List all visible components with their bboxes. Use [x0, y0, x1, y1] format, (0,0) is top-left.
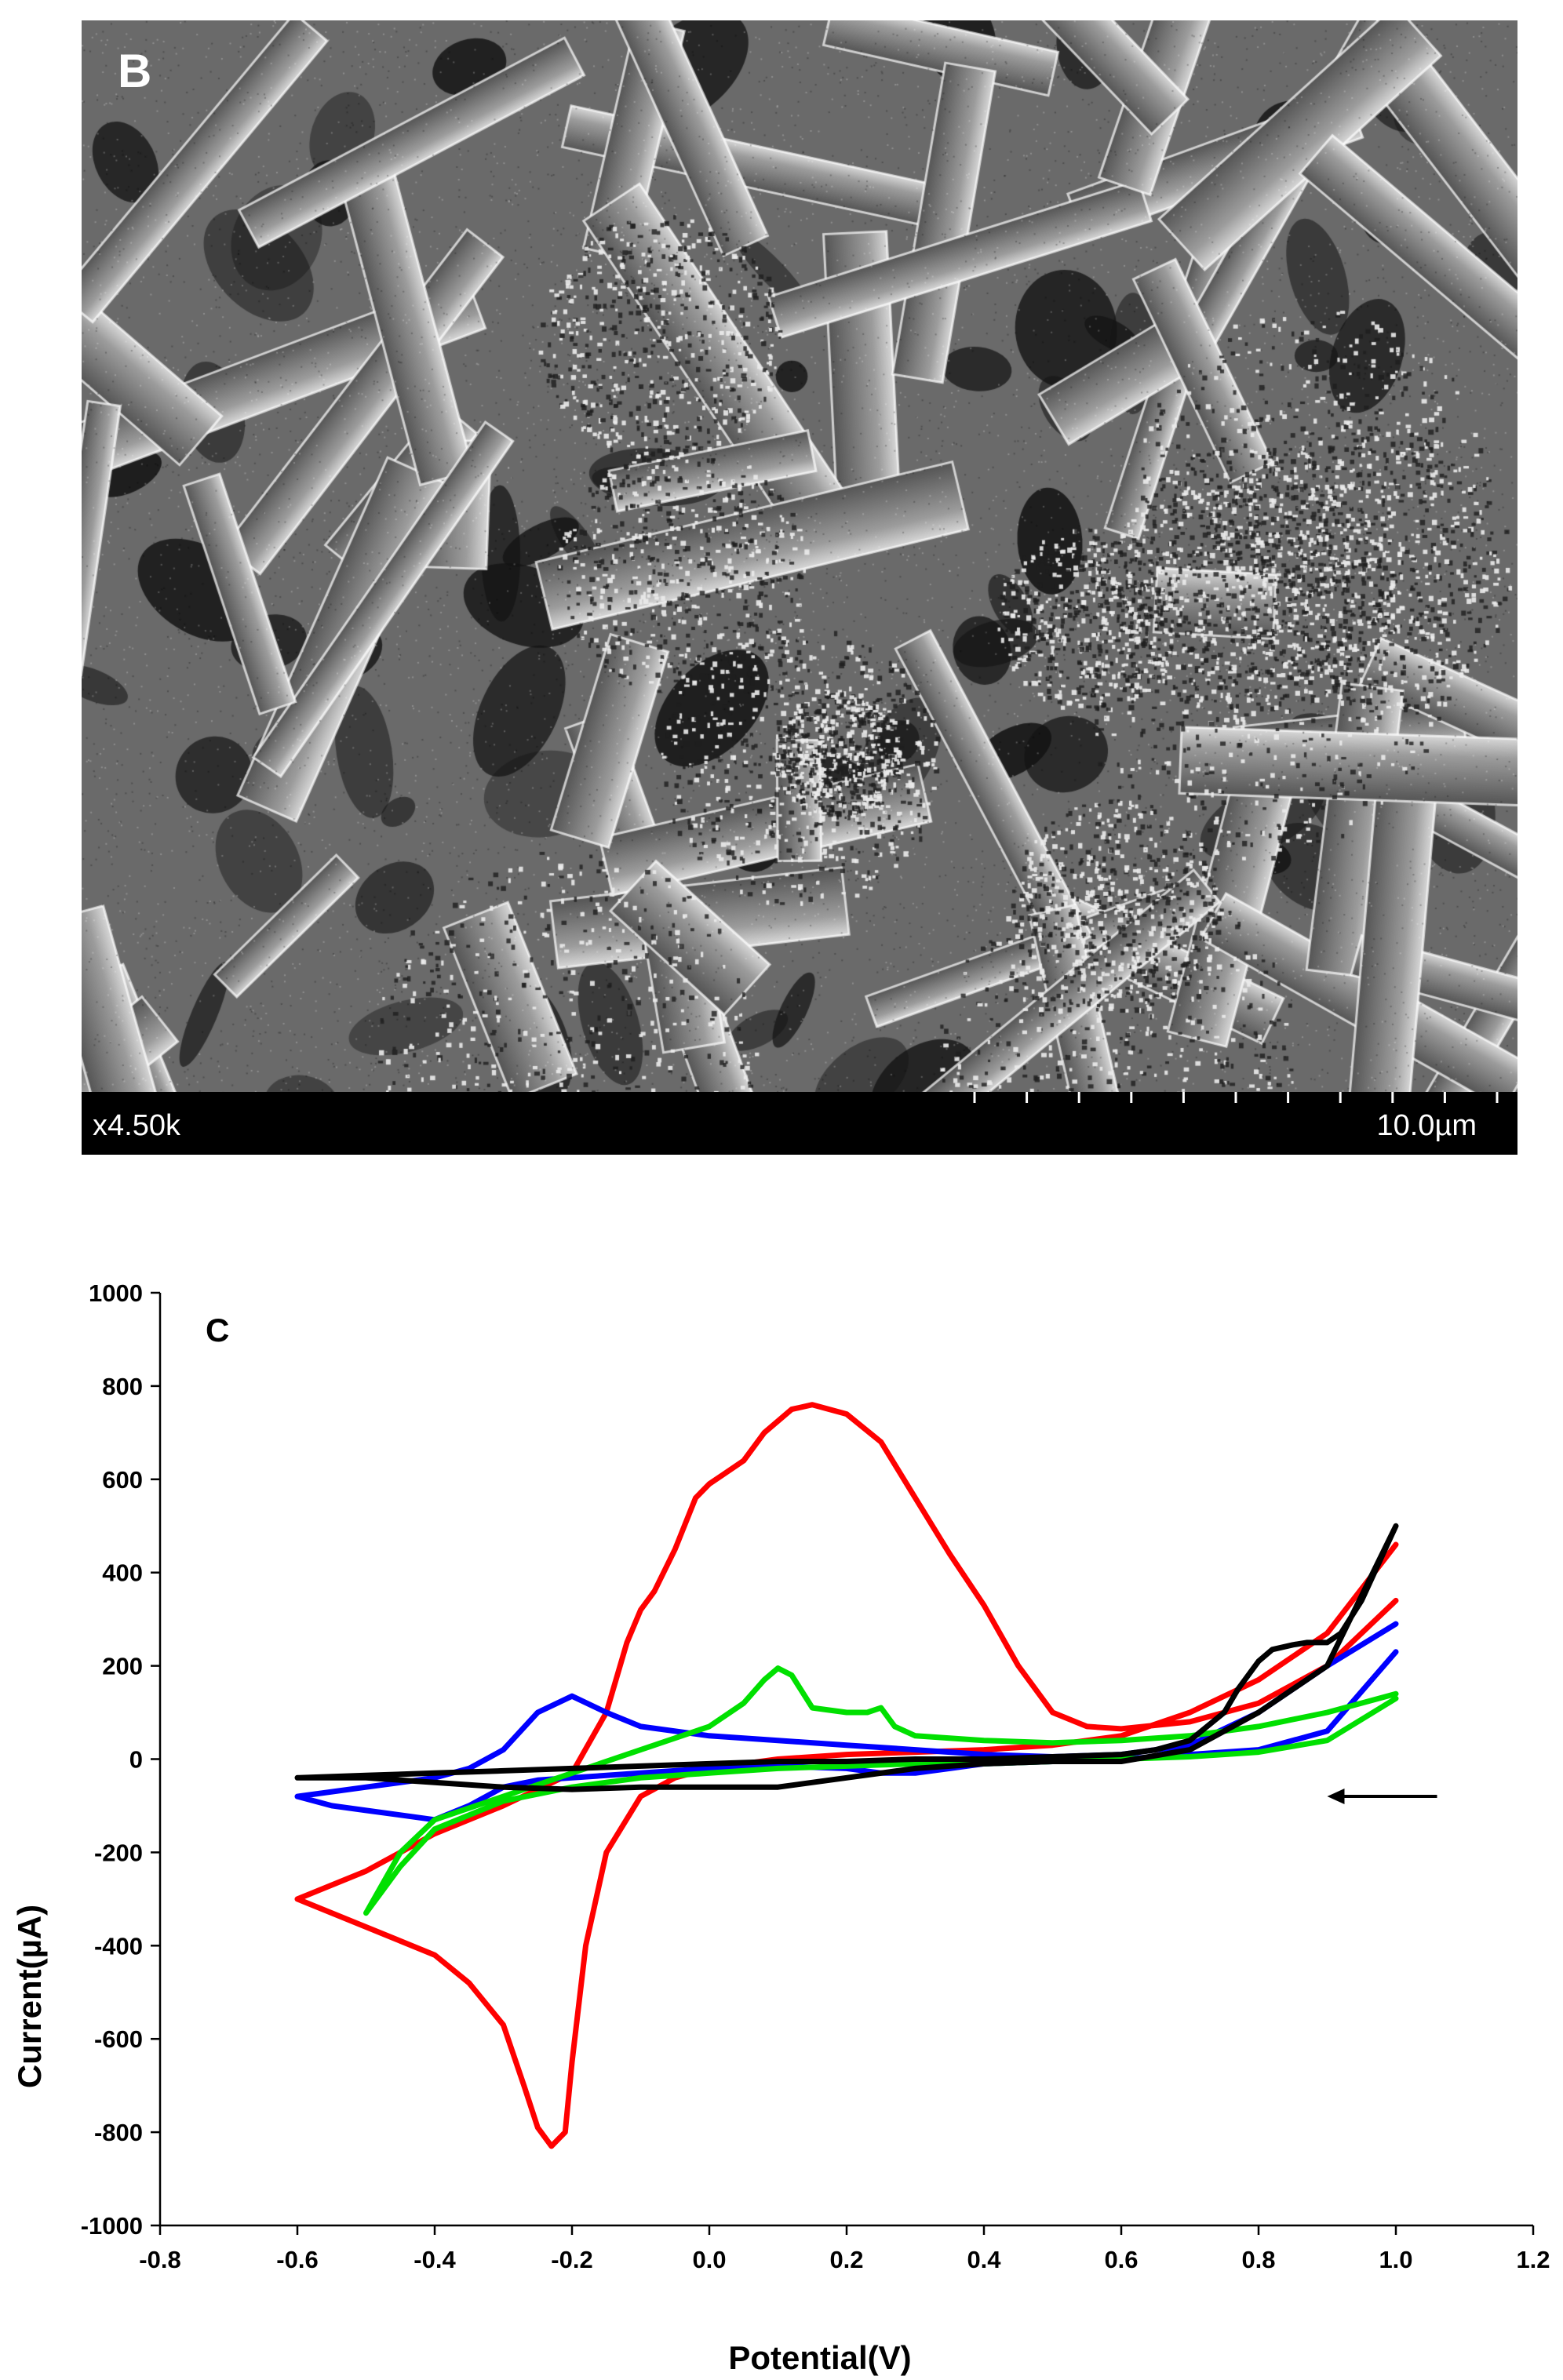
cv-curve-2 — [294, 1621, 1399, 1823]
x-tick-label: -0.6 — [276, 2246, 318, 2273]
cv-chart: -1000 -800 -600 -400 -200 0 200 400 600 800 1000 -0… — [11, 1279, 1550, 2376]
x-tick-label: 0.4 — [967, 2246, 1001, 2273]
x-tick-label: 0.0 — [692, 2246, 726, 2273]
y-axis-title: Current(µA) — [11, 1905, 48, 2088]
scale-bar-label: 10.0µm — [1376, 1109, 1477, 1142]
chart-series-layer — [294, 1402, 1399, 2149]
y-tick-label: -400 — [94, 1932, 143, 1960]
cv-curve-3 — [363, 1665, 1399, 1916]
y-tick-label: 800 — [102, 1373, 143, 1400]
panel-c-label: C — [206, 1312, 229, 1348]
chart-annotation-layer — [1327, 1789, 1437, 1805]
y-tick-label: -1000 — [81, 2212, 143, 2240]
chart-axes: -1000 -800 -600 -400 -200 0 200 400 600 800 1000 -0… — [81, 1279, 1550, 2273]
x-tick-label: -0.8 — [139, 2246, 180, 2273]
y-tick-label: -800 — [94, 2119, 143, 2146]
x-tick-label: 1.2 — [1516, 2246, 1550, 2273]
y-tick-label: 200 — [102, 1653, 143, 1680]
y-tick-label: -200 — [94, 1839, 143, 1866]
cv-curve-4 — [294, 1523, 1399, 1792]
scan-direction-arrow-head — [1327, 1789, 1345, 1805]
x-tick-label: -0.4 — [414, 2246, 456, 2273]
y-tick-label: 1000 — [89, 1279, 143, 1307]
sem-micrograph: B — [82, 20, 1517, 1112]
y-tick-label: -600 — [94, 2025, 143, 2053]
magnification-label: x4.50k — [93, 1109, 180, 1142]
y-tick-label: 600 — [102, 1466, 143, 1494]
x-tick-label: 1.0 — [1379, 2246, 1412, 2273]
sem-image — [82, 20, 1517, 1112]
x-tick-label: 0.2 — [829, 2246, 863, 2273]
cv-curve-1 — [294, 1402, 1399, 2149]
panel-b-label: B — [118, 45, 152, 97]
y-tick-label: 0 — [129, 1746, 143, 1774]
x-tick-label: 0.8 — [1241, 2246, 1275, 2273]
y-tick-label: 400 — [102, 1559, 143, 1587]
x-tick-label: 0.6 — [1104, 2246, 1138, 2273]
x-tick-label: -0.2 — [551, 2246, 592, 2273]
x-axis-title: Potential(V) — [728, 2339, 911, 2376]
